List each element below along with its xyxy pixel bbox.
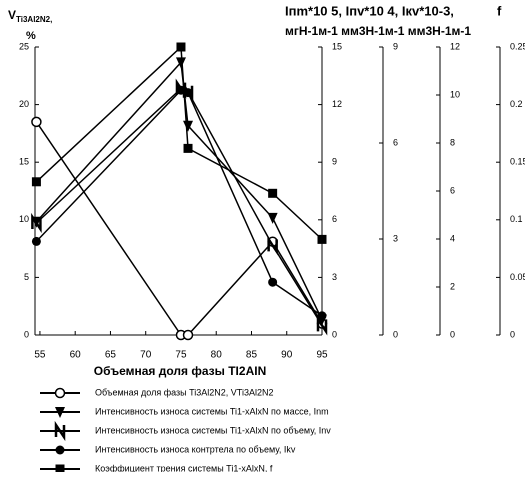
legend-label: Интенсивность износа контртела по объему… — [95, 444, 296, 454]
y-tick-label: 12 — [332, 99, 342, 109]
series-line — [35, 87, 323, 326]
y-tick-label: 10 — [450, 89, 460, 99]
y-tick-label: 25 — [19, 41, 29, 51]
y-tick-label: 10 — [19, 214, 29, 224]
marker — [55, 464, 65, 474]
marker — [268, 277, 278, 287]
marker — [317, 311, 327, 321]
y-tick-label: 6 — [450, 185, 455, 195]
legend-label: Интенсивность износа системы Ti1-xAlxN п… — [95, 406, 329, 416]
series-line — [35, 45, 323, 240]
y-tick-label: 5 — [24, 272, 29, 282]
y-tick-label: 0 — [450, 329, 455, 339]
y-tick-label: 0 — [510, 329, 515, 339]
marker — [31, 116, 42, 128]
marker — [317, 234, 327, 244]
y-tick-label: 9 — [393, 41, 398, 51]
series-line — [35, 89, 323, 317]
legend-label: Коэффициент трения системы Ti1-xAlxN, f — [95, 463, 273, 472]
marker — [31, 212, 42, 234]
marker — [54, 387, 66, 399]
y-tick-label: 0.15 — [510, 157, 525, 167]
y-tick-label: 0.25 — [510, 41, 525, 51]
y-tick-label: 20 — [19, 99, 29, 109]
marker — [31, 177, 41, 187]
series-line — [35, 60, 323, 320]
y-label-main: V — [8, 8, 16, 22]
y-tick-label: 6 — [393, 137, 398, 147]
f-title: f — [497, 3, 502, 18]
marker — [176, 42, 186, 52]
y-tick-label: 4 — [450, 233, 455, 243]
marker — [183, 143, 193, 153]
y-tick-label: 0.05 — [510, 272, 525, 282]
y-tick-label: 8 — [450, 137, 455, 147]
marker — [183, 120, 194, 132]
marker — [175, 57, 186, 69]
y-tick-label: 0 — [24, 329, 29, 339]
series-line — [35, 121, 323, 336]
x-tick-label: 65 — [105, 350, 117, 361]
x-tick-label: 85 — [246, 350, 258, 361]
marker — [54, 420, 66, 442]
y-label: VTi3Al2N2, — [8, 8, 52, 24]
marker — [268, 188, 278, 198]
marker — [182, 329, 194, 341]
y-tick-label: 12 — [450, 41, 460, 51]
y-tick-label: 3 — [393, 233, 398, 243]
marker — [267, 212, 278, 224]
units: мгН-1м-1 мм3Н-1м-1 мм3Н-1м-1 — [285, 24, 471, 38]
units-title: Iпm*10 5, Iпv*10 4, Iкv*10-3, — [285, 3, 454, 18]
marker — [316, 315, 328, 336]
marker — [183, 88, 193, 98]
x-tick-label: 55 — [34, 350, 46, 361]
y-tick-label: 3 — [332, 272, 337, 282]
y-tick-label: 0 — [393, 329, 398, 339]
marker — [55, 445, 65, 455]
y-label-sub: Ti3Al2N2, — [16, 15, 52, 24]
marker — [267, 235, 278, 256]
x-label: Объемная доля фазы TI2AIN — [94, 364, 266, 378]
y-tick-label: 6 — [332, 214, 337, 224]
y-tick-label: 15 — [19, 157, 29, 167]
y-tick-label: 0 — [332, 329, 337, 339]
x-tick-label: 75 — [175, 350, 187, 361]
x-tick-label: 90 — [281, 350, 293, 361]
y-unit: % — [26, 30, 36, 42]
y-tick-label: 0.2 — [510, 99, 523, 109]
marker — [55, 407, 65, 418]
x-tick-label: 60 — [70, 350, 82, 361]
marker — [31, 236, 41, 246]
x-tick-label: 70 — [140, 350, 152, 361]
y-tick-label: 2 — [450, 281, 455, 291]
y-tick-label: 9 — [332, 157, 337, 167]
legend-label: Интенсивность износа системы Ti1-xAlxN п… — [95, 425, 331, 435]
y-tick-label: 15 — [332, 41, 342, 51]
x-tick-label: 80 — [211, 350, 223, 361]
legend-label: Объемная доля фазы Ti3Al2N2, VTi3Al2N2 — [95, 387, 273, 397]
y-tick-label: 0.1 — [510, 214, 523, 224]
x-tick-label: 95 — [316, 350, 328, 361]
